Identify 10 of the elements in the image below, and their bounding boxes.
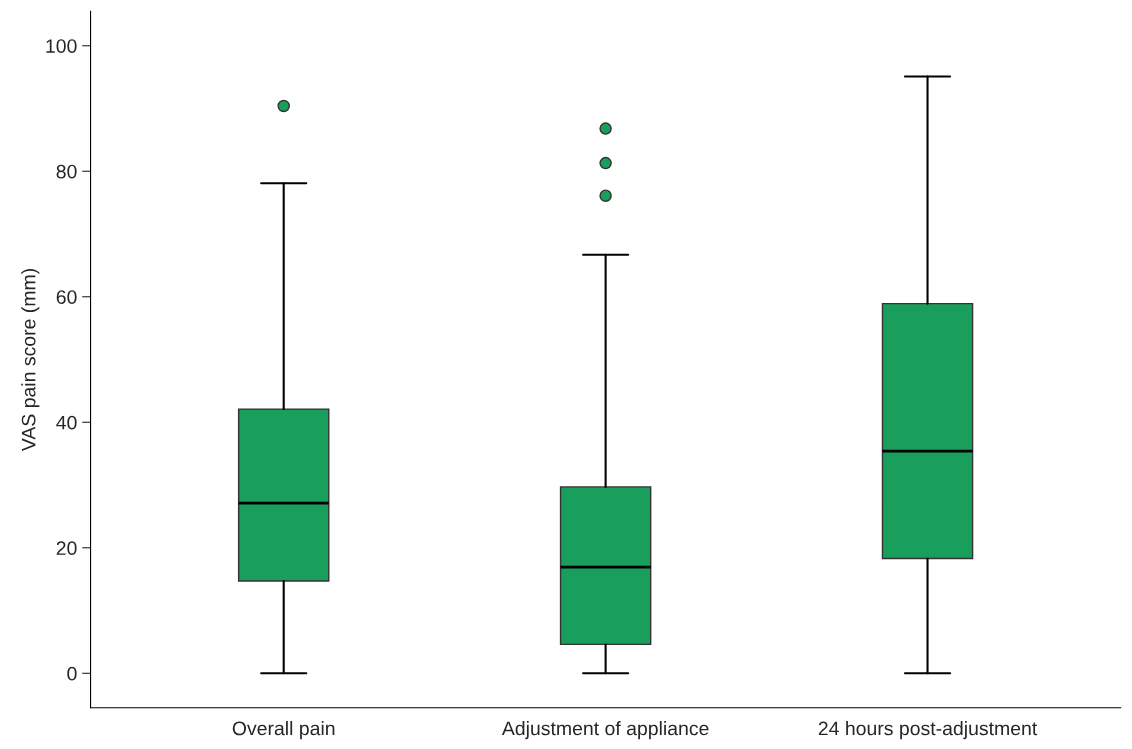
x-tick-label: Adjustment of appliance [501, 721, 709, 740]
y-tick-label: 20 [56, 541, 77, 556]
x-tick-label: Overall pain [232, 721, 335, 740]
y-axis-title: VAS pain score (mm) [21, 269, 40, 452]
y-tick-label: 0 [67, 666, 77, 681]
y-tick-label: 60 [56, 290, 77, 304]
x-tick-label: 24 hours post-adjustment [818, 721, 1038, 740]
y-tick-label: 80 [56, 164, 77, 179]
y-tick-label: 100 [46, 39, 77, 53]
y-tick-label: 40 [56, 415, 77, 430]
